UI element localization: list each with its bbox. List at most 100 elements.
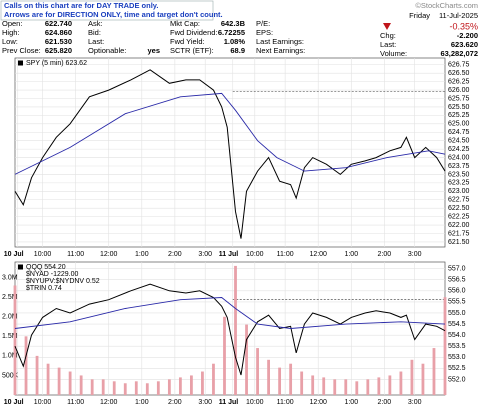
y2-tick-label: 2.0M bbox=[2, 314, 18, 321]
field-label: Fwd Dividend: bbox=[170, 28, 218, 37]
y-tick-label: 553.5 bbox=[448, 343, 466, 350]
y-tick-label: 557.0 bbox=[448, 265, 466, 272]
volume-bar bbox=[190, 375, 193, 395]
volume-bar bbox=[234, 265, 237, 395]
y-tick-label: 624.75 bbox=[448, 129, 470, 136]
x-tick-label: 11:00 bbox=[277, 399, 294, 406]
field-value: 68.9 bbox=[230, 46, 245, 55]
notice: Arrows are for DIRECTION ONLY, time and … bbox=[4, 10, 223, 19]
volume-bar bbox=[278, 367, 282, 395]
volume-bar bbox=[432, 348, 436, 395]
volume-bar bbox=[300, 371, 304, 395]
x-tick-label: 2:00 bbox=[168, 399, 182, 406]
y-tick-label: 621.75 bbox=[448, 230, 470, 237]
down-arrow bbox=[383, 23, 391, 30]
y-tick-label: 625.25 bbox=[448, 112, 470, 119]
y-tick-label: 626.00 bbox=[448, 87, 470, 94]
volume-bar bbox=[123, 383, 127, 395]
volume-bar bbox=[344, 379, 348, 395]
field-label: Next Earnings: bbox=[256, 46, 305, 55]
volume-bar bbox=[145, 383, 149, 395]
volume-bar bbox=[156, 381, 160, 395]
y-tick-label: 553.0 bbox=[448, 354, 466, 361]
field-label: Fwd Yield: bbox=[170, 37, 205, 46]
volume-bar bbox=[333, 379, 337, 395]
volume-bar bbox=[223, 316, 226, 395]
volume-bar bbox=[90, 379, 94, 395]
x-tick-label: 11:00 bbox=[67, 399, 84, 406]
legend-label: SPY (5 min) 623.62 bbox=[26, 60, 87, 67]
field-label: Open: bbox=[2, 19, 22, 28]
volume-bar bbox=[24, 336, 28, 395]
x-tick-label: 1:00 bbox=[344, 251, 358, 258]
field-label: Bid: bbox=[88, 28, 101, 37]
field-value: 63,282,072 bbox=[440, 49, 478, 58]
y-tick-label: 622.75 bbox=[448, 197, 470, 204]
x-tick-label: 11:00 bbox=[277, 251, 294, 258]
volume-bar bbox=[35, 355, 39, 395]
x-tick-label: 1:00 bbox=[135, 251, 149, 258]
field-value: 642.3B bbox=[221, 19, 246, 28]
y-tick-label: 623.00 bbox=[448, 188, 470, 195]
field-value: 625.820 bbox=[45, 46, 72, 55]
volume-bar bbox=[377, 377, 381, 395]
date: 11-Jul-2025 bbox=[439, 11, 478, 20]
indicator-label: $NYUPV:$NYDNV 0.52 bbox=[26, 278, 100, 285]
price-line bbox=[14, 92, 446, 175]
x-tick-label: 3:00 bbox=[408, 251, 422, 258]
x-tick-label: 3:00 bbox=[198, 399, 212, 406]
notice-box bbox=[0, 0, 214, 21]
field-value: 622.740 bbox=[45, 19, 72, 28]
y2-tick-label: 1.0M bbox=[2, 353, 18, 360]
volume-bar bbox=[79, 375, 83, 395]
x-tick-label: 10:00 bbox=[246, 399, 264, 406]
x-tick-label: 10:00 bbox=[34, 399, 52, 406]
field-value: 624.860 bbox=[45, 28, 72, 37]
field-label: Optionable: bbox=[88, 46, 126, 55]
x-tick-label: 11 Jul bbox=[219, 251, 239, 258]
y-tick-label: 622.00 bbox=[448, 222, 470, 229]
y-tick-label: 623.25 bbox=[448, 180, 470, 187]
notice: Calls on this chart are for DAY TRADE on… bbox=[4, 1, 158, 10]
field-label: EPS: bbox=[256, 28, 273, 37]
field-value: 621.530 bbox=[45, 37, 72, 46]
x-tick-label: 10:00 bbox=[246, 251, 264, 258]
x-tick-label: 2:00 bbox=[378, 251, 392, 258]
y-tick-label: 556.0 bbox=[448, 288, 466, 295]
y-tick-label: 622.50 bbox=[448, 205, 470, 212]
y-tick-label: 555.0 bbox=[448, 310, 466, 317]
field-value: 623.620 bbox=[451, 40, 478, 49]
volume-bar bbox=[366, 379, 370, 395]
field-label: Ask: bbox=[88, 19, 103, 28]
x-tick-label: 10 Jul bbox=[4, 251, 24, 258]
y-tick-label: 624.25 bbox=[448, 146, 470, 153]
volume-bar bbox=[410, 359, 414, 395]
x-tick-label: 12:00 bbox=[100, 399, 118, 406]
field-value: -2.200 bbox=[457, 31, 478, 40]
y-tick-label: 622.25 bbox=[448, 213, 470, 220]
y-tick-label: 625.50 bbox=[448, 104, 470, 111]
legend-swatch bbox=[18, 60, 23, 66]
x-tick-label: 12:00 bbox=[100, 251, 118, 258]
y-tick-label: 552.5 bbox=[448, 365, 466, 372]
legend-label: QQQ 554.20 bbox=[26, 264, 66, 271]
indicator-label: $NYAD -1229.00 bbox=[26, 271, 79, 278]
x-tick-label: 11:00 bbox=[67, 251, 84, 258]
field-label: Mkt Cap: bbox=[170, 19, 200, 28]
volume-bar bbox=[355, 381, 359, 395]
field-label: Volume: bbox=[380, 49, 407, 58]
y-tick-label: 554.0 bbox=[448, 332, 466, 339]
field-label: Last Earnings: bbox=[256, 37, 304, 46]
y-tick-label: 626.50 bbox=[448, 70, 470, 77]
volume-bar bbox=[421, 363, 425, 395]
y-tick-label: 623.50 bbox=[448, 171, 470, 178]
field-label: Chg: bbox=[380, 31, 396, 40]
volume-bar bbox=[112, 381, 116, 395]
x-tick-label: 3:00 bbox=[198, 251, 212, 258]
volume-bar bbox=[311, 375, 315, 395]
volume-bar bbox=[134, 381, 138, 395]
y2-tick-label: 2.5M bbox=[2, 294, 18, 301]
y-tick-label: 555.5 bbox=[448, 299, 466, 306]
x-tick-label: 2:00 bbox=[378, 399, 392, 406]
